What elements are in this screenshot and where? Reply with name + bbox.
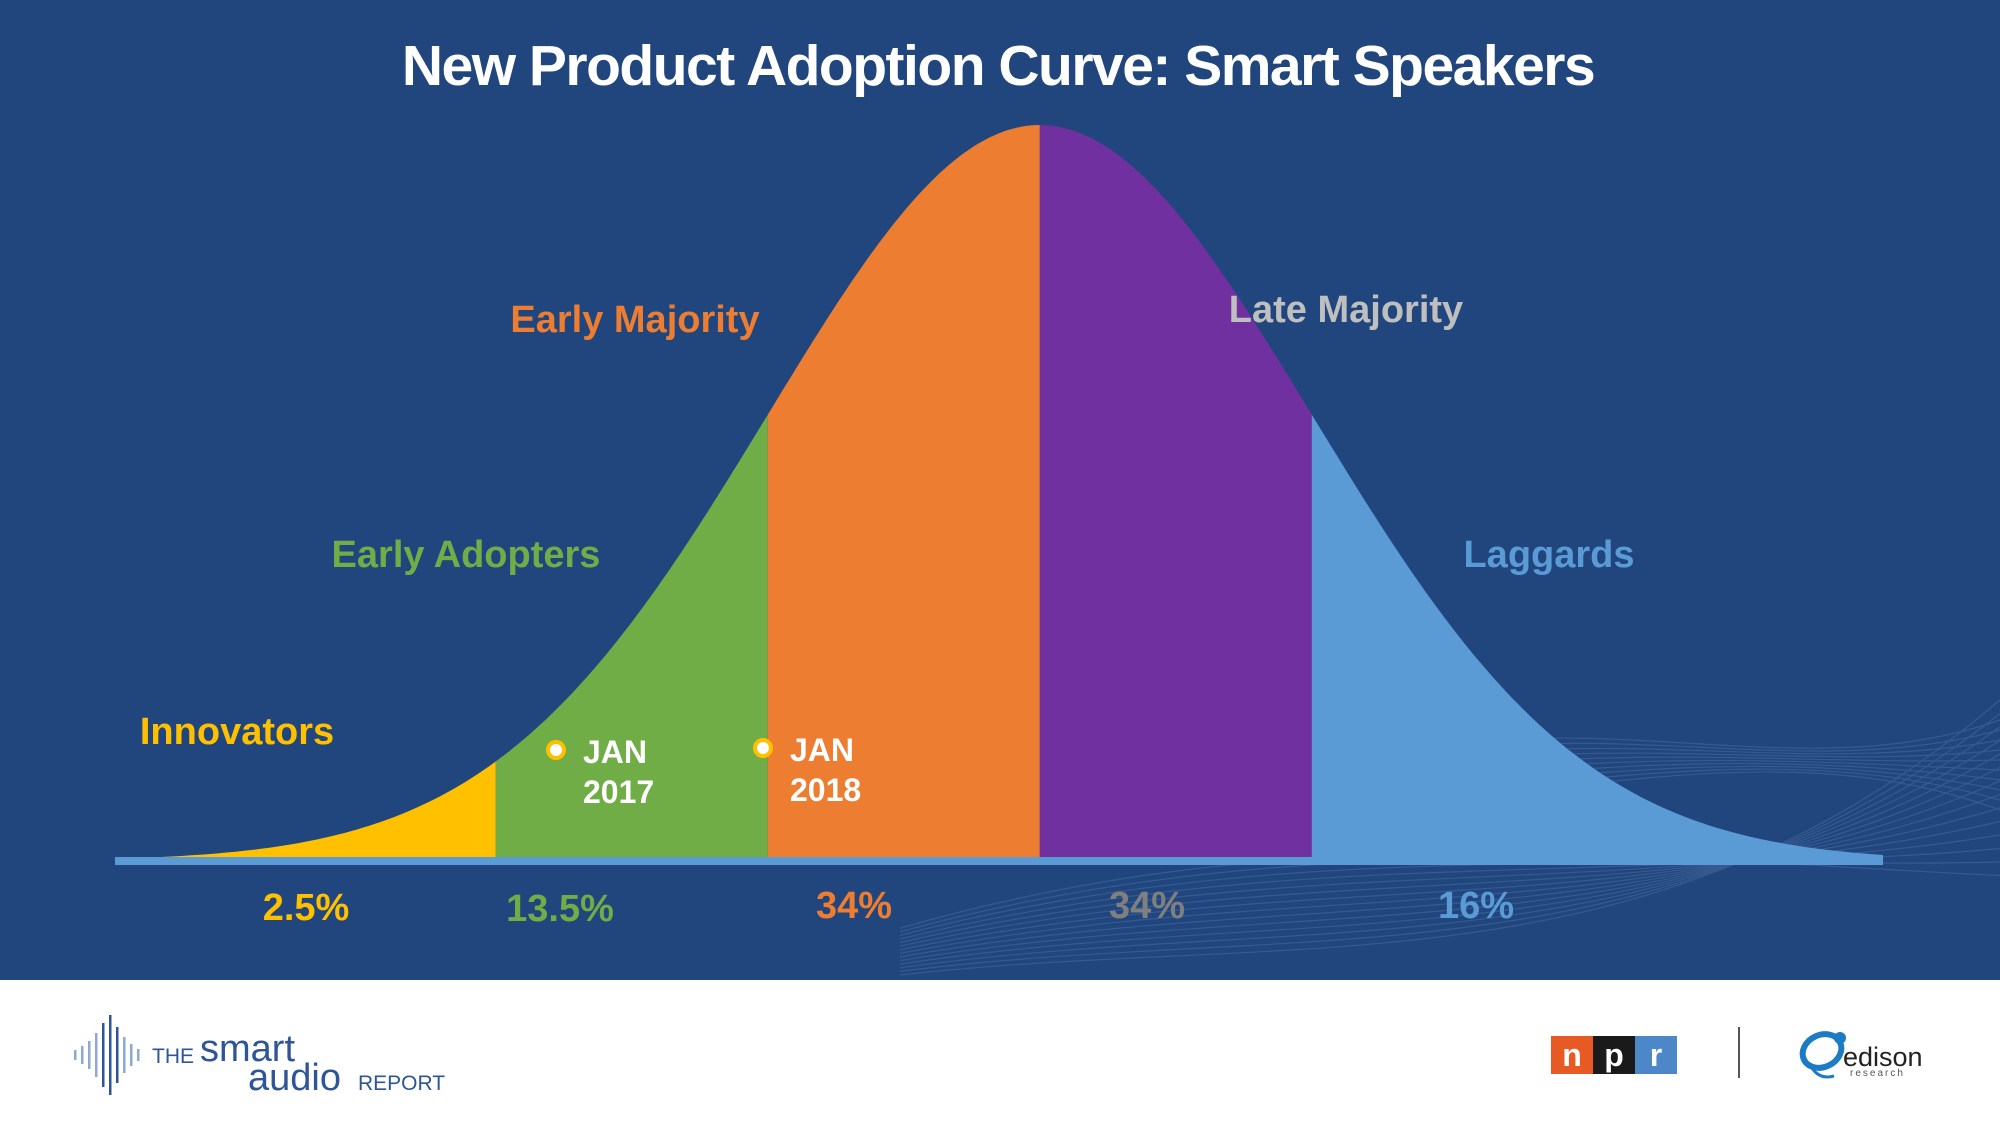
soundwave-bar	[95, 1033, 98, 1077]
soundwave-bar	[88, 1041, 91, 1069]
decorative-wave-line	[899, 713, 2000, 972]
npr-box-p	[1593, 1036, 1635, 1074]
smart-audio-report-logo: THE smart audio REPORT	[74, 1015, 445, 1099]
logo-smart: smart	[200, 1028, 295, 1070]
npr-logo: n p r	[1551, 1036, 1677, 1074]
category-label-innovators: Innovators	[140, 711, 334, 753]
logo-audio: audio	[248, 1057, 341, 1099]
decorative-wave-line	[899, 739, 2000, 965]
pct-label-innovators: 2.5%	[263, 887, 350, 929]
logo-the: THE	[152, 1045, 194, 1068]
category-label-early-adopters: Early Adopters	[332, 534, 601, 576]
soundwave-bar	[74, 1050, 77, 1060]
annotation-month: JAN	[790, 732, 854, 768]
decorative-wave-line	[899, 726, 2000, 969]
decorative-wave-line	[899, 699, 2000, 976]
npr-letter-r: r	[1650, 1037, 1662, 1073]
soundwave-bar	[123, 1037, 126, 1073]
decorative-wave-line	[899, 780, 2000, 954]
pct-label-early-adopters: 13.5%	[506, 888, 614, 930]
chart-title: New Product Adoption Curve: Smart Speake…	[402, 34, 1594, 98]
npr-box-n	[1551, 1036, 1593, 1074]
pct-label-laggards: 16%	[1438, 885, 1514, 927]
pct-label-early-majority: 34%	[816, 885, 892, 927]
edison-research-logo: edison research	[1799, 1031, 1923, 1079]
category-label-late-majority: Late Majority	[1229, 289, 1463, 331]
edison-sub: research	[1850, 1068, 1905, 1079]
annotation-jan-2018: JAN 2018	[753, 732, 861, 808]
category-label-early-majority: Early Majority	[510, 299, 759, 341]
annotation-jan-2017: JAN 2017	[546, 734, 654, 810]
soundwave-icon	[74, 1015, 140, 1095]
curve-segments	[115, 125, 1883, 861]
soundwave-bar	[137, 1049, 140, 1061]
curve-segment-innovators	[115, 761, 496, 861]
category-label-laggards: Laggards	[1463, 534, 1634, 576]
decorative-wave-line	[899, 820, 2000, 944]
edison-name: edison	[1843, 1042, 1923, 1072]
annotation-marker	[546, 740, 566, 760]
footer-bar	[0, 980, 2000, 1125]
soundwave-bar	[130, 1044, 133, 1066]
decorative-wave-line	[899, 753, 2000, 962]
curve-segment-early-majority	[767, 125, 1040, 861]
soundwave-bar	[81, 1046, 84, 1064]
logo-report: REPORT	[358, 1072, 445, 1095]
soundwave-bar	[109, 1015, 112, 1095]
npr-letter-n: n	[1562, 1037, 1582, 1073]
annotation-month: JAN	[583, 734, 647, 770]
decorative-wave-line	[899, 766, 2000, 958]
curve-segment-late-majority	[1039, 125, 1312, 861]
annotation-marker	[753, 738, 773, 758]
curve-segment-laggards	[1311, 414, 1883, 861]
pct-label-late-majority: 34%	[1109, 885, 1185, 927]
npr-box-r	[1635, 1036, 1677, 1074]
soundwave-bar	[116, 1027, 119, 1083]
decorative-wave-line	[899, 807, 2000, 947]
soundwave-bar	[102, 1023, 105, 1087]
decorative-wave-line	[899, 793, 2000, 951]
edison-orbit-icon	[1799, 1031, 1846, 1079]
annotation-year: 2017	[583, 774, 654, 810]
npr-letter-p: p	[1604, 1037, 1624, 1073]
annotation-year: 2018	[790, 772, 861, 808]
